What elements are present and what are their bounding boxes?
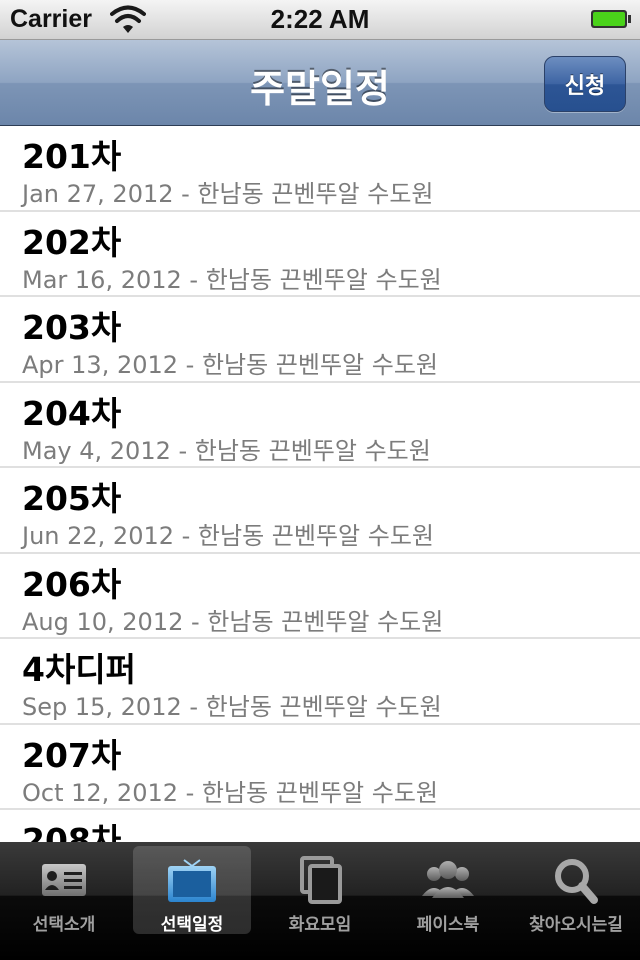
tab-directions[interactable]: 찾아오시는길 (512, 842, 640, 960)
copy-icon (300, 856, 342, 904)
tab-label: 화요모임 (288, 915, 352, 935)
list-item-title: 208차 (22, 821, 122, 842)
carrier-label: Carrier (10, 5, 92, 33)
list-item-subtitle: Sep 15, 2012 - 한남동 끈벤뚜알 수도원 (22, 693, 442, 721)
tab-label: 선택소개 (32, 915, 96, 935)
tab-label: 선택일정 (160, 915, 224, 935)
navigation-bar: 주말일정 신청 (0, 40, 640, 126)
list-item-subtitle: Aug 10, 2012 - 한남동 끈벤뚜알 수도원 (22, 607, 444, 636)
list-item-title: 204차 (22, 393, 122, 433)
wifi-icon (110, 5, 146, 33)
tab-bar: 선택소개 선택일정 화요모임 페이스북 (0, 842, 640, 960)
list-item-title: 201차 (22, 137, 122, 176)
search-icon (555, 859, 598, 904)
list-item-title: 205차 (22, 479, 122, 518)
list-item[interactable]: 4차디퍼 Sep 15, 2012 - 한남동 끈벤뚜알 수도원 (0, 639, 640, 725)
list-item-title: 206차 (22, 564, 122, 604)
status-time: 2:22 AM (270, 4, 370, 34)
tv-icon (168, 859, 216, 902)
list-item[interactable]: 207차 Oct 12, 2012 - 한남동 끈벤뚜알 수도원 (0, 725, 640, 810)
list-item[interactable]: 203차 Apr 13, 2012 - 한남동 끈벤뚜알 수도원 (0, 297, 640, 383)
list-item[interactable]: 208차 (0, 810, 640, 842)
list-item-subtitle: Jan 27, 2012 - 한남동 끈벤뚜알 수도원 (22, 180, 434, 208)
list-item-subtitle: May 4, 2012 - 한남동 끈벤뚜알 수도원 (22, 436, 431, 465)
list-item[interactable]: 202차 Mar 16, 2012 - 한남동 끈벤뚜알 수도원 (0, 212, 640, 297)
schedule-list[interactable]: 201차 Jan 27, 2012 - 한남동 끈벤뚜알 수도원 202차 Ma… (0, 126, 640, 842)
list-item-title: 4차디퍼 (22, 650, 137, 689)
battery-icon (591, 10, 631, 28)
tab-tuesday-meeting[interactable]: 화요모임 (256, 842, 384, 960)
list-item[interactable]: 205차 Jun 22, 2012 - 한남동 끈벤뚜알 수도원 (0, 468, 640, 554)
list-item-title: 207차 (22, 735, 122, 775)
people-icon (422, 861, 474, 898)
tab-label: 찾아오시는길 (529, 915, 623, 935)
list-item[interactable]: 201차 Jan 27, 2012 - 한남동 끈벤뚜알 수도원 (0, 126, 640, 212)
tab-intro[interactable]: 선택소개 (0, 842, 128, 960)
list-item[interactable]: 206차 Aug 10, 2012 - 한남동 끈벤뚜알 수도원 (0, 554, 640, 639)
status-bar: Carrier 2:22 AM (0, 0, 640, 40)
list-item-title: 202차 (22, 222, 122, 262)
list-item-subtitle: Oct 12, 2012 - 한남동 끈벤뚜알 수도원 (22, 778, 438, 807)
tab-label: 페이스북 (416, 915, 480, 935)
page-title: 주말일정 (250, 67, 390, 111)
list-item-subtitle: Jun 22, 2012 - 한남동 끈벤뚜알 수도원 (22, 522, 434, 550)
list-item-subtitle: Apr 13, 2012 - 한남동 끈벤뚜알 수도원 (22, 351, 438, 379)
tab-facebook[interactable]: 페이스북 (384, 842, 512, 960)
list-item-subtitle: Mar 16, 2012 - 한남동 끈벤뚜알 수도원 (22, 265, 442, 294)
list-item-title: 203차 (22, 308, 122, 347)
id-card-icon (42, 864, 86, 896)
list-item[interactable]: 204차 May 4, 2012 - 한남동 끈벤뚜알 수도원 (0, 383, 640, 468)
apply-button[interactable]: 신청 (544, 56, 626, 112)
tab-schedule[interactable]: 선택일정 (128, 842, 256, 960)
